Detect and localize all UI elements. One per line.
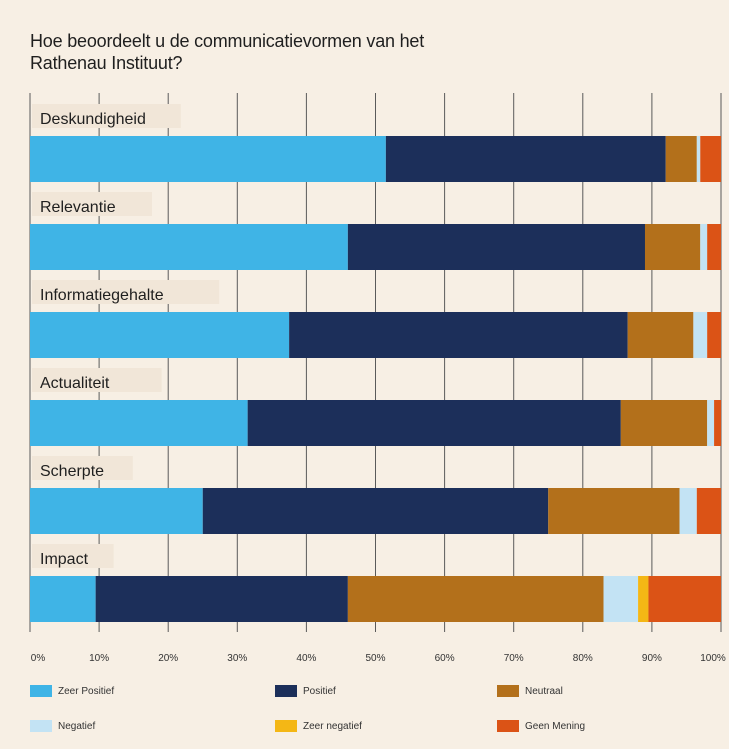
bar-deskundigheid-geen-mening [700, 136, 721, 182]
category-label-informatiegehalte: Informatiegehalte [40, 287, 164, 304]
bar-impact-geen-mening [648, 576, 721, 622]
category-label-impact: Impact [40, 551, 89, 568]
legend-label: Positief [303, 685, 336, 697]
legend-swatch [275, 720, 297, 732]
legend-item-zeer-negatief: Zeer negatief [275, 719, 362, 733]
x-tick-label: 70% [504, 653, 524, 664]
legend-item-negatief: Negatief [30, 719, 95, 733]
x-tick-label: 30% [227, 653, 247, 664]
bar-relevantie-neutraal [644, 224, 701, 270]
legend-item-neutraal: Neutraal [497, 684, 563, 698]
legend-swatch [275, 685, 297, 697]
legend-swatch [497, 685, 519, 697]
x-tick-label: 50% [365, 653, 385, 664]
bar-relevantie-positief [347, 224, 645, 270]
chart-title: Hoe beoordeelt u de communicatievormen v… [30, 31, 425, 73]
bar-scherpte-zeer-positief [30, 488, 203, 534]
category-label-background [32, 368, 162, 392]
bar-deskundigheid-zeer-positief [30, 136, 386, 182]
legend-label: Zeer negatief [303, 720, 362, 732]
bar-actualiteit-neutraal [620, 400, 708, 446]
x-tick-label: 80% [573, 653, 593, 664]
bar-actualiteit-negatief [707, 400, 715, 446]
bar-actualiteit-positief [247, 400, 621, 446]
category-label-background [32, 280, 220, 304]
bar-informatiegehalte-neutraal [627, 312, 694, 358]
legend-label: Negatief [58, 720, 96, 732]
bar-relevantie-geen-mening [707, 224, 721, 270]
legend-label: Neutraal [525, 685, 563, 697]
legend-item-zeer-positief: Zeer Positief [30, 684, 114, 698]
bar-scherpte-negatief [679, 488, 697, 534]
x-tick-label: 100% [700, 653, 726, 664]
legend-label: Zeer Positief [58, 685, 115, 697]
category-label-relevantie: Relevantie [40, 199, 116, 216]
legend-item-positief: Positief [275, 684, 336, 698]
x-tick-label: 60% [435, 653, 455, 664]
bar-informatiegehalte-positief [289, 312, 628, 358]
bar-impact-zeer-negatief [638, 576, 649, 622]
bar-actualiteit-geen-mening [714, 400, 721, 446]
category-label-actualiteit: Actualiteit [40, 375, 110, 392]
x-tick-label: 10% [89, 653, 109, 664]
bar-impact-positief [95, 576, 348, 622]
legend-swatch [30, 685, 52, 697]
bar-impact-zeer-positief [30, 576, 96, 622]
bar-relevantie-negatief [700, 224, 708, 270]
bar-informatiegehalte-zeer-positief [30, 312, 290, 358]
x-tick-label: 0% [31, 653, 46, 664]
legend-label: Geen Mening [525, 720, 586, 732]
bar-scherpte-neutraal [548, 488, 680, 534]
bar-deskundigheid-positief [385, 136, 666, 182]
category-label-background [32, 544, 114, 568]
category-label-background [32, 104, 181, 128]
legend-swatch [30, 720, 52, 732]
category-label-background [32, 192, 152, 216]
bar-deskundigheid-negatief [696, 136, 701, 182]
bar-scherpte-geen-mening [696, 488, 721, 534]
x-tick-label: 40% [296, 653, 316, 664]
bar-relevantie-zeer-positief [30, 224, 348, 270]
bar-informatiegehalte-negatief [693, 312, 708, 358]
category-label-background [32, 456, 133, 480]
bar-impact-neutraal [347, 576, 604, 622]
legend-swatch [497, 720, 519, 732]
category-label-deskundigheid: Deskundigheid [40, 111, 146, 128]
bar-impact-negatief [603, 576, 639, 622]
bar-scherpte-positief [202, 488, 549, 534]
bar-informatiegehalte-geen-mening [707, 312, 721, 358]
bar-actualiteit-zeer-positief [30, 400, 248, 446]
bar-deskundigheid-neutraal [665, 136, 697, 182]
legend-item-geen-mening: Geen Mening [497, 719, 585, 733]
x-tick-label: 20% [158, 653, 178, 664]
category-label-scherpte: Scherpte [40, 463, 104, 480]
x-tick-label: 90% [642, 653, 662, 664]
